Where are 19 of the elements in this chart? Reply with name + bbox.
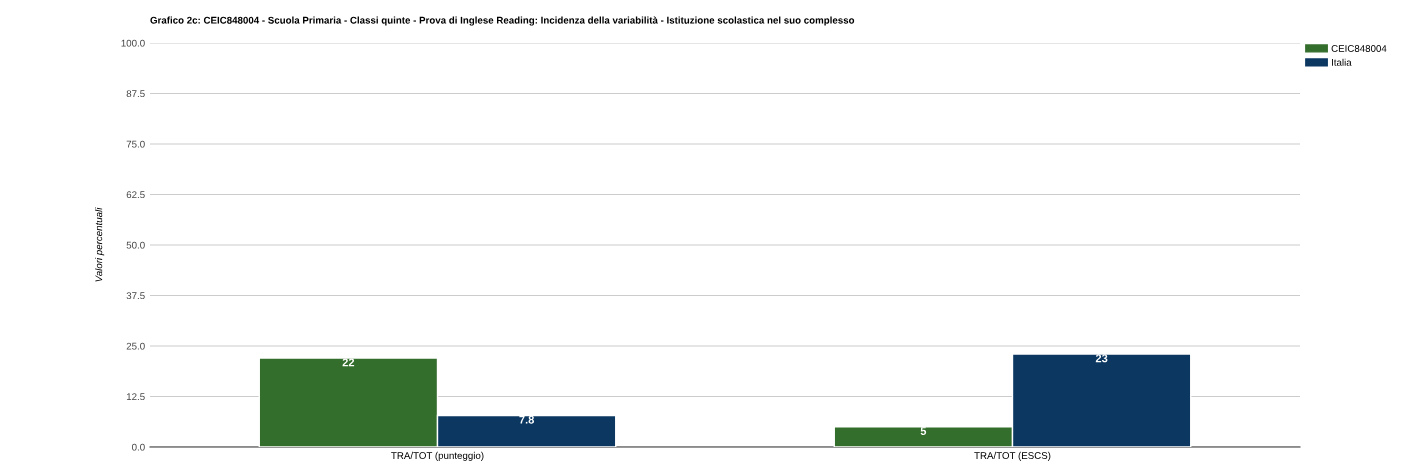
y-tick-label: 87.5 (126, 90, 145, 98)
data-label: 7.8 (519, 415, 535, 424)
legend-label: CEIC848004 (1331, 45, 1387, 52)
legend-label: Italia (1332, 58, 1352, 66)
y-tick-label: 50.0 (126, 241, 145, 249)
y-tick-label: 12.5 (126, 393, 145, 401)
data-label: 22 (342, 358, 355, 367)
data-label: 23 (1095, 354, 1108, 363)
x-tick-label: TRA/TOT (ESCS) (974, 451, 1051, 461)
y-tick-label: 37.5 (126, 292, 145, 300)
y-tick-label: 25.0 (126, 342, 145, 350)
y-axis-title: Valori percentuali (95, 207, 105, 282)
data-label: 5 (920, 427, 927, 435)
x-tick-label: TRA/TOT (punteggio) (391, 451, 484, 461)
chart-title: Grafico 2c: CEIC848004 - Scuola Primaria - Classi quinte - Prova di Inglese Reading: Incidenza della variabilità - Istituzione scolastica nel suo complesso (150, 16, 855, 26)
y-tick-label: 62.5 (126, 191, 145, 199)
y-tick-label: 75.0 (126, 140, 145, 148)
y-tick-label: 0.0 (132, 443, 145, 451)
y-tick-label: 100.0 (121, 39, 145, 47)
